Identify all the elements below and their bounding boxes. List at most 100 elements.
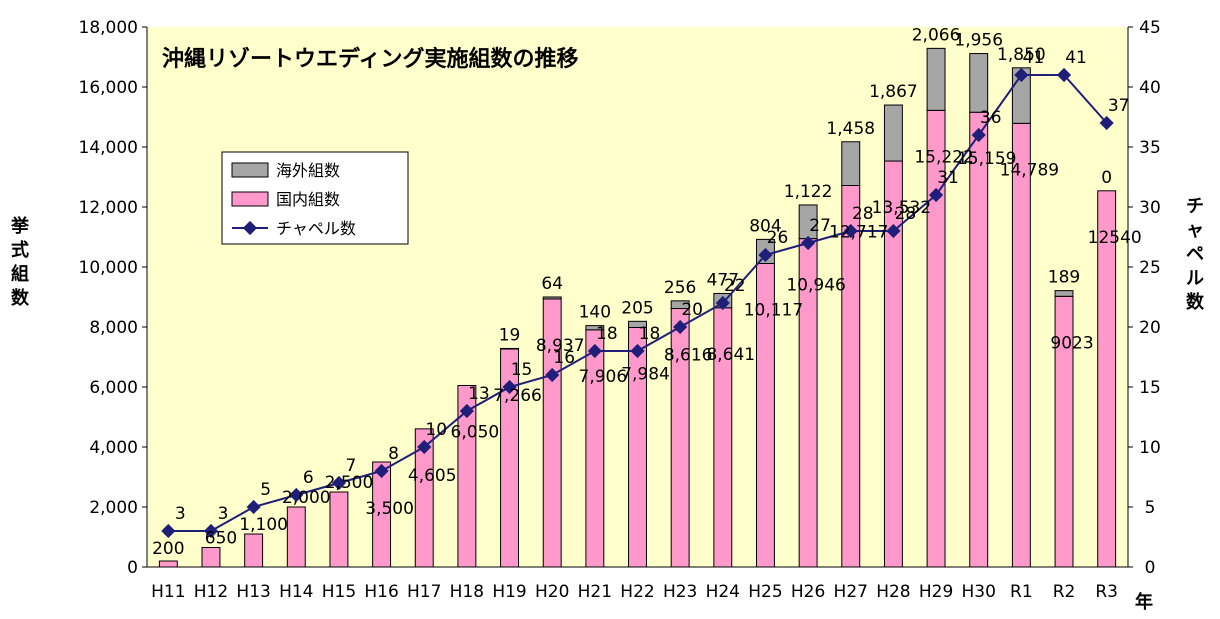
label-domestic: 7,984	[621, 364, 670, 384]
label-domestic: 14,789	[1000, 160, 1059, 180]
bar-overseas	[926, 47, 946, 111]
legend-label-overseas: 海外組数	[276, 161, 340, 180]
bar-overseas	[542, 296, 562, 300]
label-chapel: 18	[596, 324, 618, 344]
chapel-marker	[331, 475, 347, 491]
y-axis-title-right-char: ャ	[1186, 220, 1204, 241]
label-domestic: 10,946	[786, 276, 845, 296]
label-overseas: 1,458	[826, 119, 875, 139]
bar-overseas	[841, 141, 861, 186]
y-tick-label-left: 16,000	[79, 78, 138, 98]
x-tick-label: H12	[194, 582, 228, 602]
y-axis-title-right-char: ル	[1186, 268, 1204, 289]
bar-overseas	[500, 347, 520, 350]
bar-overseas	[585, 325, 605, 331]
y-tick-label-left: 4,000	[89, 438, 138, 458]
label-overseas: 1,850	[997, 45, 1046, 65]
label-domestic: 200	[152, 539, 184, 559]
x-tick-label: H27	[834, 582, 868, 602]
bar-overseas	[883, 104, 903, 162]
bar-domestic	[201, 547, 221, 568]
label-overseas: 19	[499, 325, 521, 345]
label-domestic: 2,500	[325, 473, 374, 493]
label-domestic: 9023	[1050, 333, 1093, 353]
label-chapel: 6	[303, 468, 314, 488]
label-chapel: 10	[425, 420, 447, 440]
y-tick-label-right: 0	[1145, 558, 1156, 578]
chapel-marker	[673, 319, 688, 335]
label-domestic: 10,117	[744, 300, 803, 320]
label-domestic: 8,641	[706, 345, 755, 365]
bar-overseas	[969, 53, 989, 113]
x-tick-label: H19	[492, 582, 526, 602]
y-tick-label-left: 14,000	[79, 138, 138, 158]
y-tick-label-left: 8,000	[89, 318, 138, 338]
y-tick-label-right: 10	[1139, 438, 1161, 458]
label-overseas: 1,122	[784, 182, 833, 202]
y-axis-title-left-char: 挙	[10, 215, 29, 237]
y-tick-label-right: 25	[1139, 258, 1161, 278]
chart-title: 沖縄リゾートウエディング実施組数の推移	[162, 46, 578, 72]
chapel-marker	[843, 223, 858, 239]
x-tick-label: H23	[663, 582, 697, 602]
x-tick-label: H17	[407, 582, 441, 602]
y-tick-label-left: 10,000	[79, 258, 138, 278]
label-domestic: 650	[205, 529, 237, 549]
label-chapel: 31	[937, 168, 959, 188]
y-axis-title-right-char: ペ	[1186, 244, 1204, 265]
y-axis-title-right-char: 数	[1186, 291, 1205, 313]
x-tick-label: H16	[364, 582, 398, 602]
x-axis-title: 年	[1135, 591, 1153, 613]
x-tick-label: R3	[1095, 582, 1118, 602]
label-domestic: 12,717	[829, 222, 888, 242]
chapel-marker	[161, 523, 176, 539]
y-tick-label-left: 6,000	[89, 378, 138, 398]
label-chapel: 7	[346, 456, 357, 476]
y-axis-title-left-char: 組	[11, 263, 29, 285]
bar-overseas	[1054, 290, 1074, 297]
legend-label-chapel: チャペル数	[276, 219, 356, 238]
chapel-marker	[801, 235, 816, 251]
x-tick-label: R2	[1053, 582, 1076, 602]
label-chapel: 5	[260, 480, 271, 500]
y-tick-label-left: 18,000	[79, 18, 138, 38]
label-chapel: 27	[809, 216, 831, 236]
x-tick-label: H22	[620, 582, 654, 602]
label-overseas: 477	[707, 270, 739, 290]
label-domestic: 3,500	[365, 499, 414, 519]
chapel-marker	[928, 187, 944, 203]
label-chapel: 41	[1023, 48, 1045, 68]
x-tick-label: H26	[791, 582, 825, 602]
bar-domestic	[585, 329, 605, 568]
chapel-marker	[502, 379, 517, 395]
y-tick-label-right: 35	[1139, 138, 1161, 158]
bar-domestic	[329, 491, 349, 568]
label-chapel: 28	[852, 204, 874, 224]
label-domestic: 8,937	[536, 336, 585, 356]
label-domestic: 4,605	[408, 466, 457, 486]
label-chapel: 26	[767, 228, 789, 248]
bar-domestic	[1011, 122, 1031, 568]
label-domestic: 15,159	[957, 149, 1016, 169]
chapel-marker	[417, 439, 432, 455]
axes: 0 2,000 4,000 6,000 8,000 10,000 12,000 14,000 1…	[79, 18, 1161, 602]
legend-swatch-overseas	[231, 162, 269, 178]
label-domestic: 6,050	[451, 423, 500, 443]
legend-swatch-domestic	[231, 191, 269, 207]
label-overseas: 189	[1048, 268, 1080, 288]
label-domestic: 12540	[1088, 228, 1142, 248]
data-labels: 2006501,1002,0002,5003,5004,6056,0507,26…	[152, 25, 1142, 559]
label-chapel: 18	[639, 324, 661, 344]
label-chapel: 41	[1065, 48, 1087, 68]
bar-domestic	[286, 506, 306, 568]
label-domestic: 1,100	[239, 515, 288, 535]
y-axis-title-left-char: 数	[11, 287, 30, 309]
x-tick-label: H28	[876, 582, 910, 602]
chapel-marker	[374, 463, 389, 479]
x-tick-label: H13	[236, 582, 270, 602]
y-tick-label-left: 2,000	[89, 498, 138, 518]
bar-overseas	[670, 300, 690, 310]
label-chapel: 3	[218, 504, 229, 524]
